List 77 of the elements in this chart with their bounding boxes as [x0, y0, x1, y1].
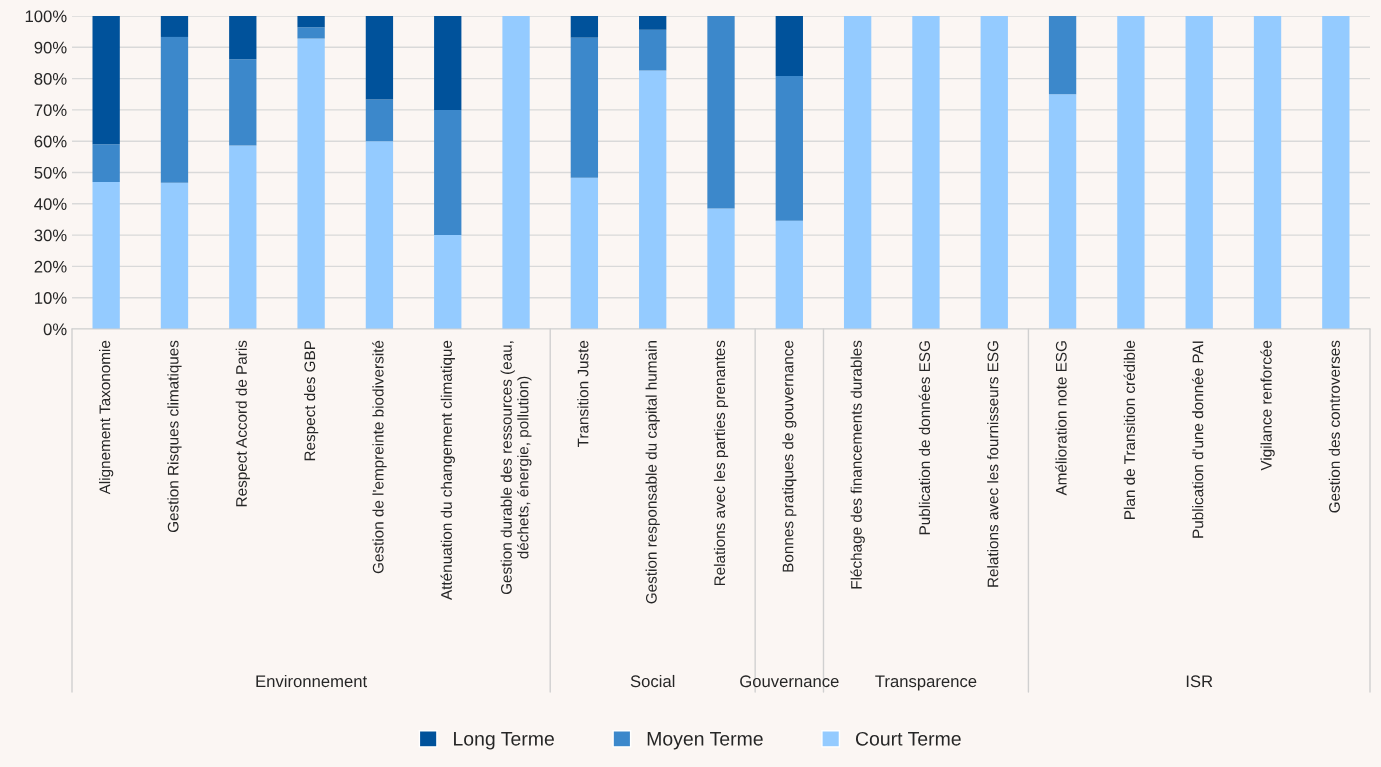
bar [365, 16, 394, 100]
bar [297, 16, 325, 28]
text: Environnement [256, 674, 368, 688]
bar [92, 181, 120, 329]
bar [434, 235, 462, 329]
bar [1117, 16, 1145, 329]
bar [229, 59, 257, 146]
bar [1048, 16, 1077, 95]
text: Transparence [875, 675, 977, 691]
bar [775, 16, 803, 77]
bar [1048, 94, 1077, 329]
bar [1185, 16, 1213, 329]
x-tick-label: Plan de Transition crédible [1123, 340, 1135, 519]
bar [502, 16, 530, 329]
x-tick-label: Alignement Taxonomie [99, 340, 114, 495]
bar [229, 145, 257, 329]
bar [297, 27, 325, 39]
x-tick-label: Atténuation du changement climatique [440, 340, 455, 600]
bar [1253, 16, 1282, 329]
x-tick-label: Fléchage des financements durables [850, 340, 865, 589]
x-tick-label: Bonnes pratiques de gouvernance [782, 340, 797, 572]
text: ISR [1186, 675, 1213, 688]
y-tick-label: 50% [34, 166, 67, 179]
x-tick-label: Gestion responsable du capital humain [645, 341, 660, 604]
bar [365, 99, 394, 142]
x-tick-label: Relations avec les parties prenantes [713, 340, 729, 586]
x-tick-label: Gestion de l'empreinte biodiversité [372, 340, 387, 574]
x-tick-label: Respect Accord de Paris [235, 340, 250, 507]
bar [297, 38, 325, 329]
bar [570, 177, 599, 329]
text: Gouvernance [740, 675, 839, 688]
bar [775, 76, 803, 221]
bar [707, 16, 735, 209]
x-tick-label: Gestion durable des ressources (eau, déchets, énergie, pollution) [500, 341, 532, 595]
text: Social [630, 674, 675, 688]
bar [92, 16, 120, 145]
x-tick-label: Relations avec les fournisseurs ESG [987, 341, 999, 587]
y-tick-label: 30% [34, 229, 67, 242]
y-tick-label: 90% [34, 41, 67, 54]
legend-label: Long Terme [454, 732, 554, 750]
x-tick-label: Publication d'une donnée PAI [1191, 341, 1204, 538]
bar [92, 144, 120, 182]
bar [639, 16, 667, 30]
y-tick-label: 80% [34, 73, 67, 85]
bar [639, 29, 667, 71]
y-tick-label: 0% [43, 323, 67, 336]
y-tick-label: 70% [34, 104, 67, 117]
bar [434, 109, 462, 236]
bar [912, 16, 940, 329]
legend-label: Court Terme [855, 731, 961, 746]
x-tick-label: Transition Juste [577, 340, 589, 448]
x-tick-label: Vigilance renforcée [1260, 340, 1275, 471]
bar [980, 16, 1008, 329]
y-tick-label: 60% [34, 135, 67, 148]
bar [160, 16, 189, 37]
x-tick-label: Respect des GBP [303, 340, 319, 461]
y-tick-label: 40% [34, 198, 67, 210]
x-tick-label: Publication de données ESG [918, 341, 931, 535]
bar [707, 208, 735, 329]
bar [570, 37, 599, 178]
bar [160, 36, 189, 183]
bar [843, 16, 872, 329]
y-tick-label: 20% [34, 260, 67, 273]
bar [160, 182, 189, 329]
x-tick-label: Gestion des controverses [1328, 340, 1340, 513]
legend-label: Moyen Terme [647, 732, 763, 750]
bar [1322, 16, 1350, 329]
y-tick-label: 10% [35, 292, 67, 304]
y-tick-label: 100% [25, 10, 67, 23]
x-tick-label: Gestion Risques climatiques [167, 340, 182, 533]
bar [570, 16, 599, 38]
bar [229, 16, 257, 60]
bar [639, 70, 667, 329]
bar [775, 220, 803, 329]
x-tick-label: Amélioration note ESG [1055, 341, 1067, 496]
bar [434, 16, 462, 110]
bar [365, 141, 394, 329]
